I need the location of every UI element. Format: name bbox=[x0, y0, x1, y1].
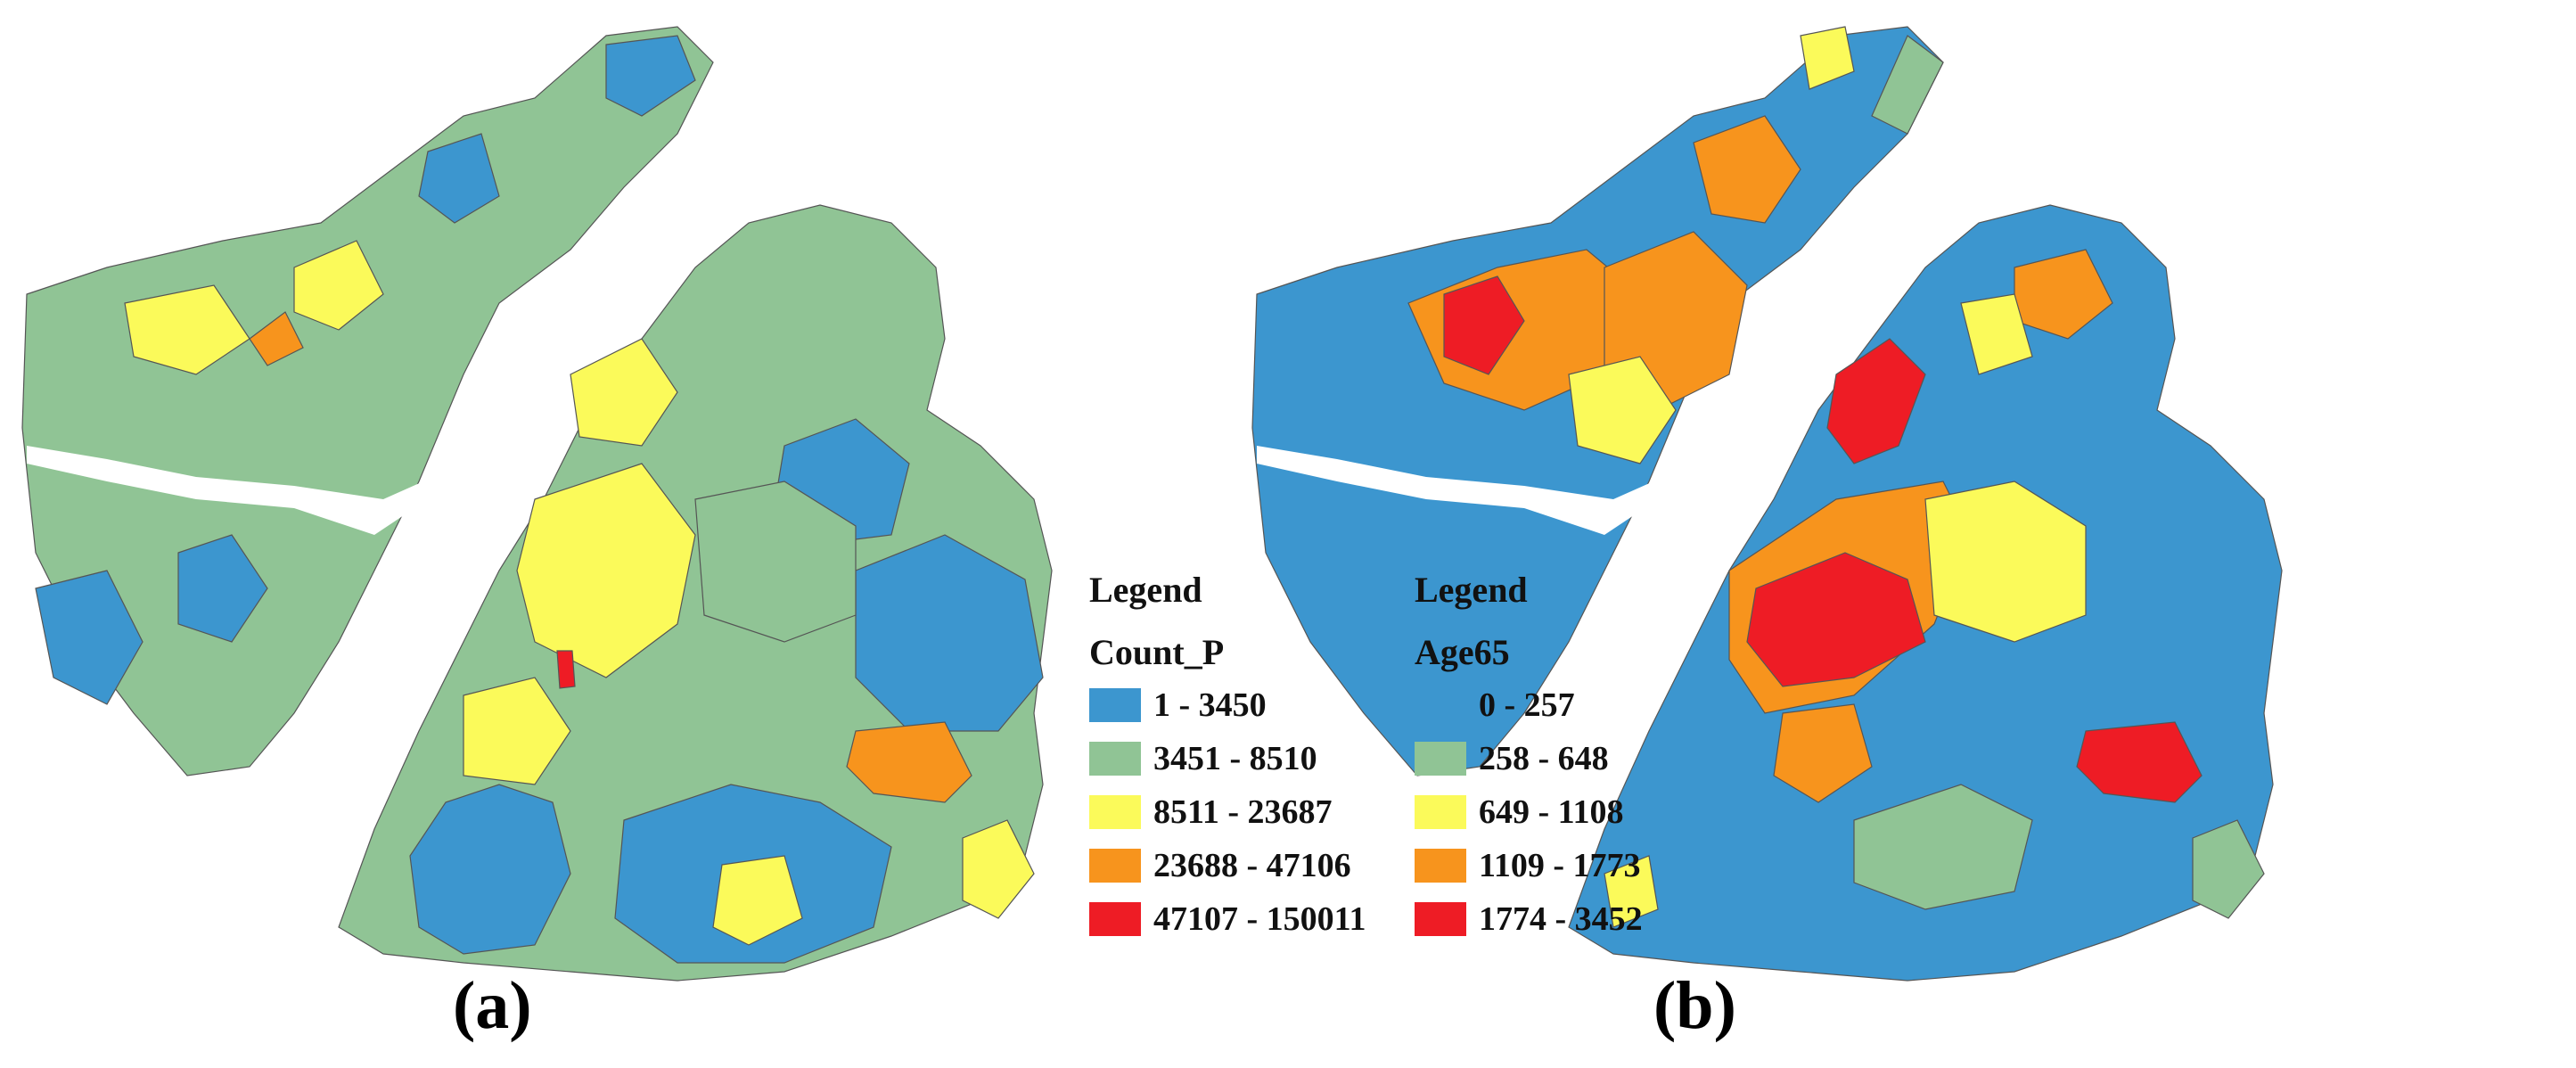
legend-swatch bbox=[1089, 795, 1141, 829]
legend-label: 258 - 648 bbox=[1479, 740, 1609, 777]
legend-title: Legend bbox=[1089, 570, 1202, 610]
legend-item: 1774 - 3452 bbox=[1415, 900, 1643, 938]
legend-field: Age65 bbox=[1415, 632, 1510, 672]
map-panel-a: Legend Count_P 1 - 3450 3451 - 8510 8511… bbox=[21, 26, 1366, 1043]
legend-swatch bbox=[1415, 795, 1466, 829]
choropleth-map-b bbox=[1251, 26, 2283, 982]
legend-item: 23688 - 47106 bbox=[1089, 847, 1366, 884]
legend-item: 47107 - 150011 bbox=[1089, 900, 1366, 938]
legend-item: 3451 - 8510 bbox=[1089, 740, 1366, 777]
legend-label: 1109 - 1773 bbox=[1479, 847, 1641, 884]
legend-item: 1109 - 1773 bbox=[1415, 847, 1643, 884]
legend-label: 8511 - 23687 bbox=[1153, 793, 1333, 831]
legend-swatch bbox=[1415, 902, 1466, 936]
legend-swatch bbox=[1415, 688, 1466, 722]
legend-item: 8511 - 23687 bbox=[1089, 793, 1366, 831]
legend-item: 0 - 257 bbox=[1415, 686, 1643, 724]
legend-swatch bbox=[1089, 688, 1141, 722]
legend-label: 0 - 257 bbox=[1479, 686, 1575, 724]
legend-a: Legend Count_P 1 - 3450 3451 - 8510 8511… bbox=[1089, 572, 1366, 938]
legend-swatch bbox=[1089, 849, 1141, 883]
legend-label: 1 - 3450 bbox=[1153, 686, 1267, 724]
legend-swatch bbox=[1415, 849, 1466, 883]
choropleth-map-a bbox=[21, 26, 1053, 982]
river-channel bbox=[1257, 446, 1694, 535]
legend-swatch bbox=[1415, 742, 1466, 776]
legend-field: Count_P bbox=[1089, 632, 1225, 672]
legend-swatch bbox=[1089, 742, 1141, 776]
panel-label-b: (b) bbox=[1653, 968, 1736, 1043]
legend-label: 47107 - 150011 bbox=[1153, 900, 1366, 938]
legend-label: 23688 - 47106 bbox=[1153, 847, 1351, 884]
legend-label: 3451 - 8510 bbox=[1153, 740, 1317, 777]
panel-label-a: (a) bbox=[453, 968, 532, 1043]
legend-swatch bbox=[1089, 902, 1141, 936]
map-panel-b: Legend Age65 0 - 257 258 - 648 649 - 110… bbox=[1230, 0, 2576, 1068]
legend-item: 1 - 3450 bbox=[1089, 686, 1366, 724]
legend-b: Legend Age65 0 - 257 258 - 648 649 - 110… bbox=[1415, 572, 1643, 938]
legend-label: 649 - 1108 bbox=[1479, 793, 1624, 831]
legend-title: Legend bbox=[1415, 570, 1528, 610]
legend-label: 1774 - 3452 bbox=[1479, 900, 1643, 938]
river-channel bbox=[27, 446, 464, 535]
legend-item: 649 - 1108 bbox=[1415, 793, 1643, 831]
legend-item: 258 - 648 bbox=[1415, 740, 1643, 777]
